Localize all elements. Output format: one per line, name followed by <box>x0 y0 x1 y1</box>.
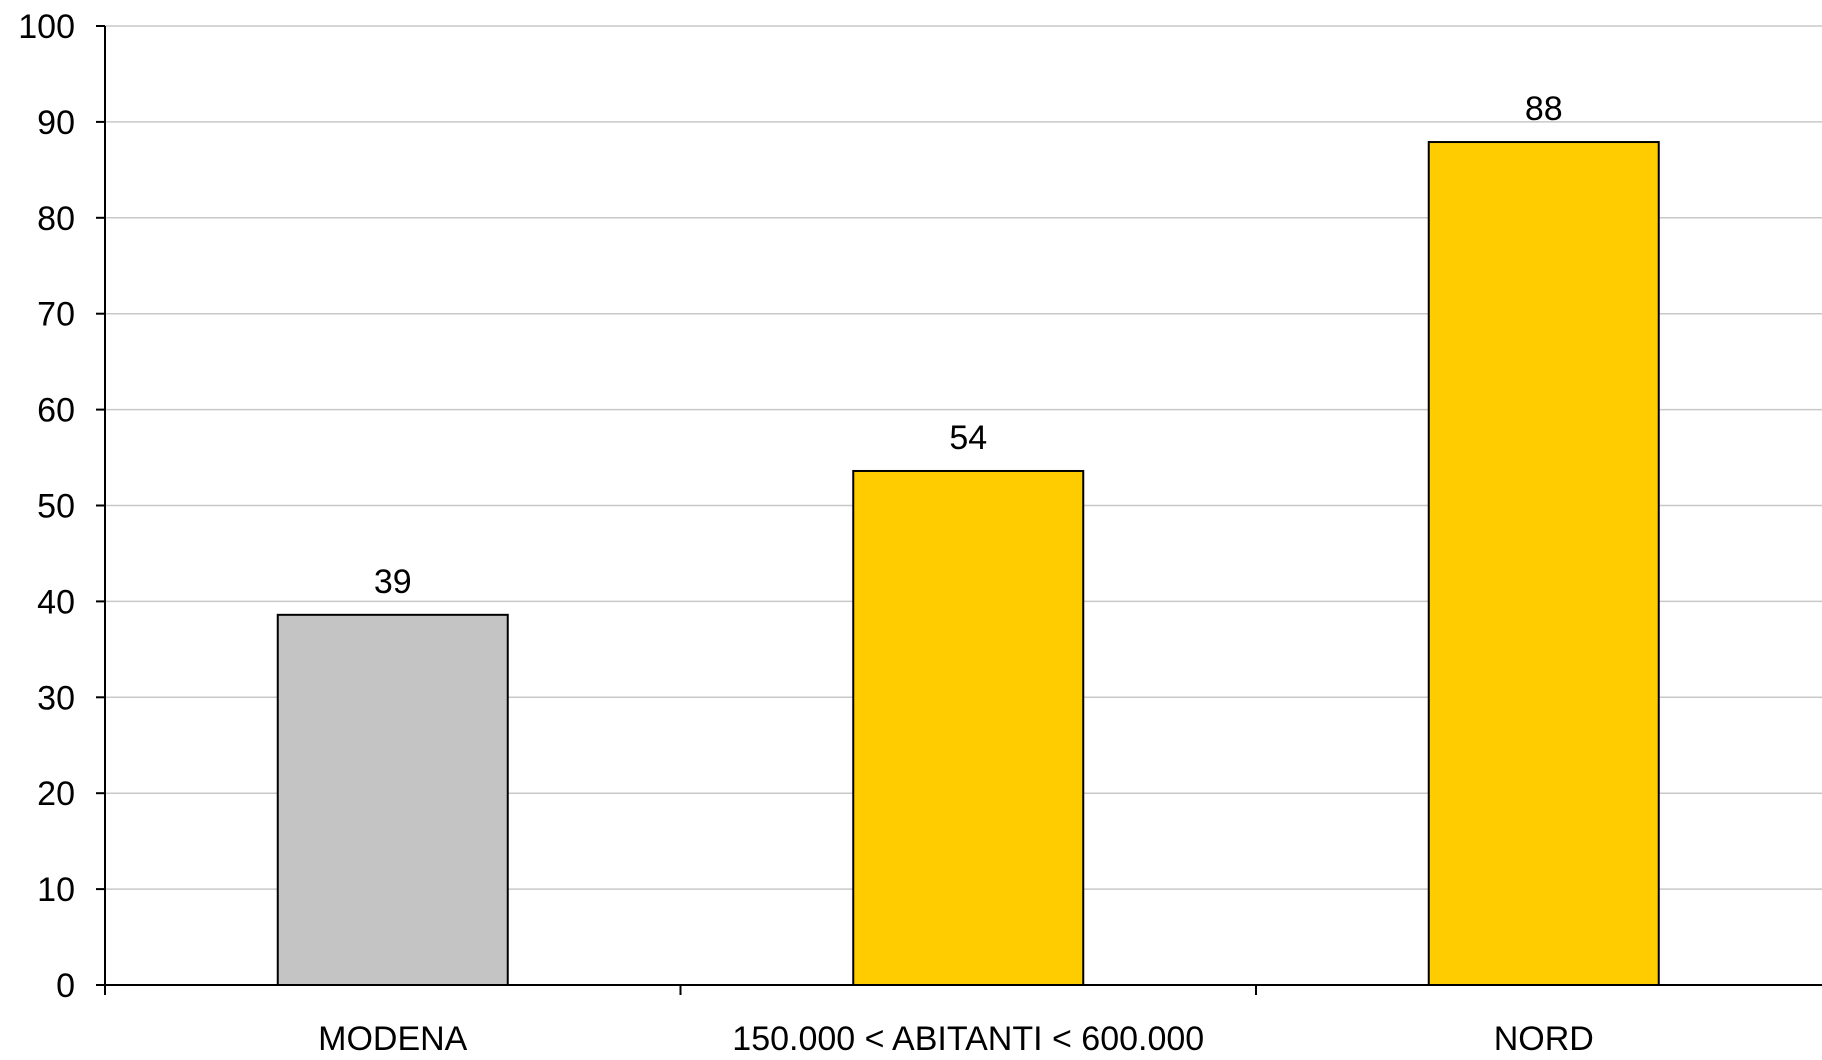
labels: 0 10 20 30 40 50 60 70 80 90 100 39 MODENA 54 150.000 … <box>18 8 1594 1058</box>
y-tick-label: 30 <box>37 679 75 717</box>
y-tick-label: 90 <box>37 104 75 142</box>
y-tick-label: 60 <box>37 392 75 430</box>
bar-3 <box>1427 141 1660 986</box>
bars <box>276 141 1660 986</box>
bar-2 <box>852 469 1085 986</box>
bar-1 <box>276 613 509 986</box>
y-tick-label: 70 <box>37 296 75 334</box>
y-tick-label: 100 <box>18 8 75 46</box>
y-tick-label: 80 <box>37 200 75 238</box>
data-label: 54 <box>949 419 987 457</box>
axes <box>96 25 1822 995</box>
x-category-label: NORD <box>1494 1020 1594 1055</box>
y-tick-label: 40 <box>37 583 75 621</box>
x-category-label: 150.000 < ABITANTI < 600.000 <box>732 1020 1204 1055</box>
data-label: 88 <box>1525 90 1563 128</box>
data-label: 39 <box>374 563 412 601</box>
y-tick-label: 20 <box>37 775 75 813</box>
y-tick-label: 10 <box>37 871 75 909</box>
x-category-label: MODENA <box>318 1020 468 1055</box>
y-tick-label: 0 <box>56 967 75 1005</box>
y-tick-label: 50 <box>37 488 75 526</box>
